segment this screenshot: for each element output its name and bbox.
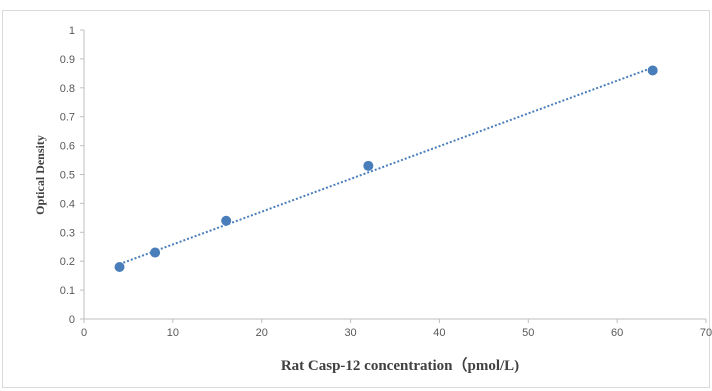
y-tick-label: 0.9	[60, 54, 75, 66]
data-point	[647, 65, 658, 76]
trendline-group	[119, 66, 654, 266]
trendline	[119, 66, 654, 266]
data-point	[114, 261, 125, 272]
data-point	[363, 160, 374, 171]
x-tick-label: 30	[344, 327, 356, 339]
data-points	[114, 65, 658, 272]
tick-labels: 0 10 20 30 40 50 60 70 0 0.1 0.2 0.3 0.4 0.5 0.6 0.7 0.8…	[60, 25, 712, 339]
data-point	[221, 215, 232, 226]
y-tick-label: 0.5	[60, 170, 75, 182]
x-tick-label: 20	[256, 327, 268, 339]
y-axis-title: Optical Density	[33, 135, 47, 215]
x-axis-title: Rat Casp-12 concentration（pmol/L)	[281, 356, 519, 374]
y-tick-label: 0.2	[60, 256, 75, 268]
axes	[80, 29, 707, 323]
y-tick-label: 0	[69, 314, 75, 326]
y-tick-label: 0.7	[60, 112, 75, 124]
y-tick-label: 0.4	[60, 198, 75, 210]
x-tick-label: 0	[81, 327, 87, 339]
data-point	[150, 247, 161, 258]
x-tick-label: 60	[611, 327, 623, 339]
y-tick-label: 0.3	[60, 227, 75, 239]
x-tick-label: 70	[700, 327, 712, 339]
chart-frame	[2, 10, 710, 388]
x-tick-label: 10	[167, 327, 179, 339]
y-tick-label: 0.8	[60, 83, 75, 95]
y-tick-label: 0.6	[60, 141, 75, 153]
x-tick-label: 40	[433, 327, 445, 339]
y-tick-label: 1	[69, 25, 75, 37]
x-tick-label: 50	[522, 327, 534, 339]
y-tick-label: 0.1	[60, 285, 75, 297]
